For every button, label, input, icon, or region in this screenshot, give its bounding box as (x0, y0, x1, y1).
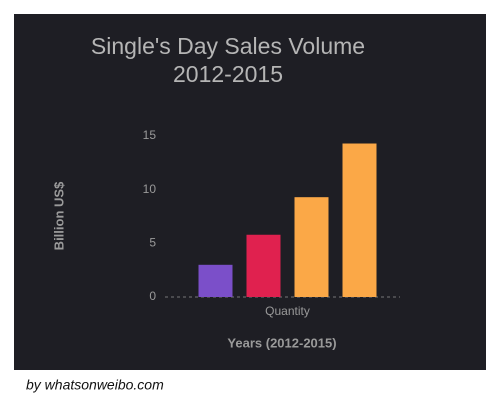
bar (246, 234, 281, 297)
x-tick-label: Quantity (265, 304, 310, 318)
y-tick-label: 0 (149, 289, 156, 303)
x-axis-label: Years (2012-2015) (227, 335, 336, 350)
bar (294, 197, 329, 297)
chart-title: Single's Day Sales Volume (91, 33, 365, 59)
y-tick-label: 15 (143, 128, 157, 142)
caption: by whatsonweibo.com (26, 377, 164, 393)
bar (342, 143, 377, 297)
chart-title: 2012-2015 (173, 61, 283, 87)
chart-background (14, 14, 486, 370)
y-axis-label: Billion US$ (51, 181, 66, 250)
bar (198, 264, 233, 297)
y-tick-label: 5 (149, 236, 156, 250)
y-tick-label: 10 (143, 182, 157, 196)
